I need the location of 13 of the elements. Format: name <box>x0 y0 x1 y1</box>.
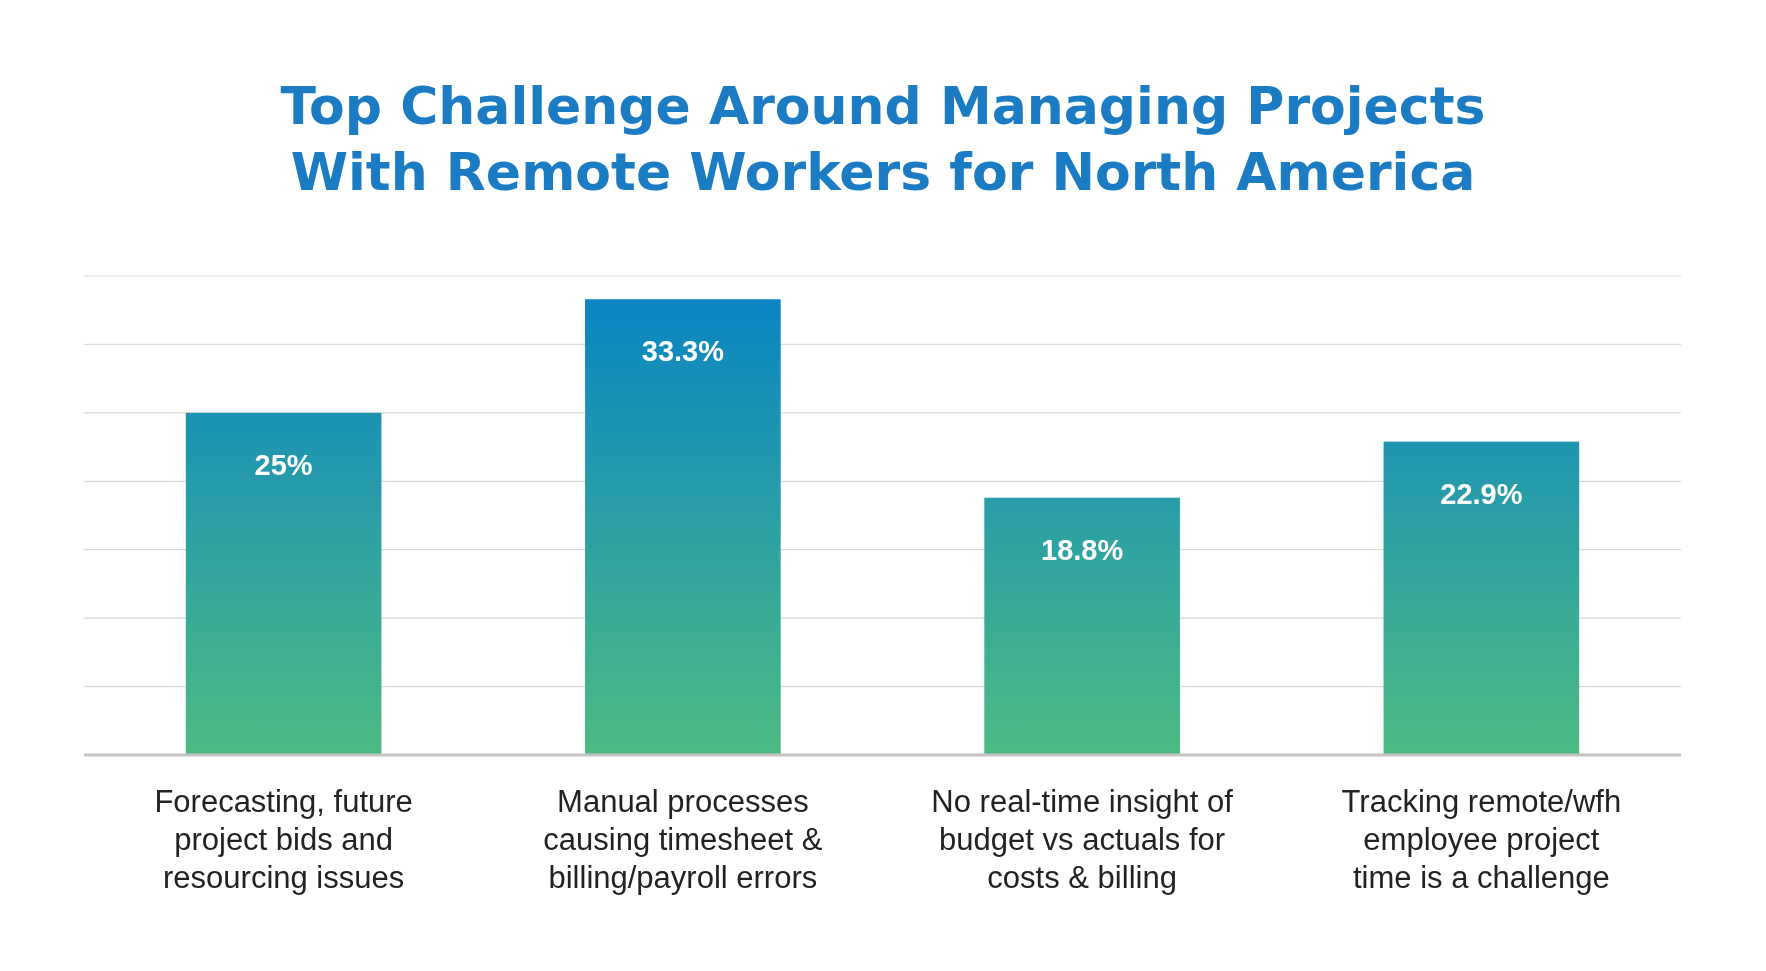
x-tick-label: Tracking remote/wfh employee project time is a challenge <box>1341 784 1622 895</box>
bar <box>984 497 1180 755</box>
bar <box>585 299 781 755</box>
x-tick-label: Forecasting, future project bids and resourcing issues <box>154 784 413 895</box>
data-label: 25% <box>254 448 313 481</box>
data-label: 18.8% <box>1041 533 1124 566</box>
bar <box>185 412 382 755</box>
x-tick-label: No real-time insight of budget vs actuals for costs & billing <box>931 784 1234 895</box>
bar <box>1383 441 1580 755</box>
x-tick-label: Manual processes causing timesheet & billing/payroll errors <box>543 784 823 895</box>
chart-title: Top Challenge Around Managing Projects With Remote Workers for North America <box>280 76 1486 202</box>
data-label: 33.3% <box>641 335 725 368</box>
data-label: 22.9% <box>1440 477 1523 510</box>
